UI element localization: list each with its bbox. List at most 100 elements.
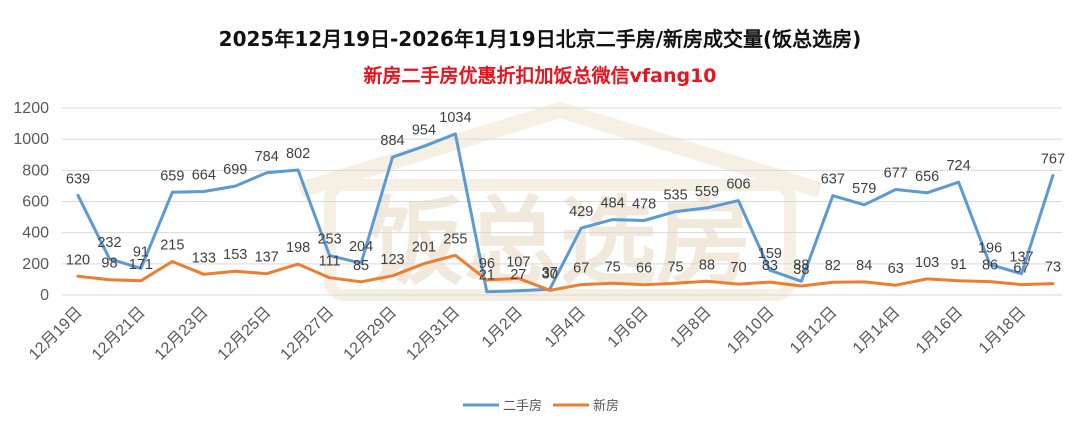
data-label: 255	[443, 231, 467, 247]
x-tick-label: 1月4日	[542, 304, 589, 351]
data-label: 198	[286, 240, 310, 256]
x-tick-label: 1月18日	[976, 304, 1030, 358]
data-label: 91	[133, 244, 149, 260]
watermark-text: 饭总选房	[368, 186, 752, 298]
data-label: 82	[825, 258, 841, 274]
y-tick-label: 0	[40, 287, 49, 304]
data-label: 70	[730, 260, 746, 276]
data-label: 253	[317, 232, 341, 248]
data-label: 656	[915, 169, 939, 185]
data-label: 67	[1013, 261, 1029, 277]
x-tick-label: 1月16日	[913, 304, 967, 358]
watermark-roof	[297, 101, 823, 198]
data-label: 63	[888, 261, 904, 277]
data-label: 96	[479, 256, 495, 272]
data-label: 91	[951, 257, 967, 273]
data-label: 699	[223, 162, 247, 178]
data-label: 107	[506, 254, 530, 270]
gridlines	[62, 107, 1062, 296]
data-label: 88	[793, 257, 809, 273]
data-label: 201	[412, 240, 436, 256]
x-tick-label: 12月31日	[403, 304, 463, 364]
data-label: 579	[852, 181, 876, 197]
x-tick-label: 1月2日	[479, 304, 526, 351]
x-tick-label: 12月25日	[215, 304, 275, 364]
x-tick-label: 1月8日	[668, 304, 715, 351]
series-lines	[76, 132, 1055, 294]
legend-label: 新房	[593, 398, 619, 414]
x-tick-label: 1月14日	[850, 304, 904, 358]
data-label: 484	[601, 196, 625, 212]
data-label: 954	[412, 122, 436, 138]
data-label: 38	[793, 262, 809, 278]
data-label: 659	[160, 168, 184, 184]
data-label: 559	[695, 184, 719, 200]
data-label: 637	[821, 172, 845, 188]
data-label: 639	[66, 171, 90, 187]
chart-subtitle: 新房二手房优惠折扣加饭总微信vfang10	[363, 64, 716, 87]
data-label: 677	[884, 166, 908, 182]
x-axis: 12月19日 12月21日 12月23日 12月25日 12月27日 12月29日 12月3…	[26, 304, 1029, 364]
data-label: 85	[353, 258, 369, 274]
data-label: 133	[192, 250, 216, 266]
x-tick-label: 12月27日	[278, 304, 338, 364]
data-label: 73	[1045, 260, 1061, 276]
data-label: 120	[66, 252, 90, 268]
x-tick-label: 1月6日	[605, 304, 652, 351]
data-label: 215	[160, 237, 184, 253]
data-label: 1034	[439, 110, 471, 126]
chart-title: 2025年12月19日-2026年1月19日北京二手房/新房成交量(饭总选房)	[219, 27, 862, 51]
y-tick-label: 200	[22, 256, 49, 273]
data-label: 88	[699, 257, 715, 273]
data-label: 21	[479, 268, 495, 284]
data-label: 75	[605, 259, 621, 275]
data-label: 66	[636, 261, 652, 277]
x-tick-label: 12月21日	[89, 304, 149, 364]
data-label: 159	[758, 246, 782, 262]
x-tick-label: 12月23日	[152, 304, 212, 364]
data-label: 767	[1041, 151, 1065, 167]
y-tick-label: 1200	[13, 100, 49, 117]
data-label: 67	[573, 261, 589, 277]
data-label: 196	[978, 240, 1002, 256]
data-label: 171	[129, 257, 153, 273]
data-label: 37	[542, 265, 558, 281]
series-line-resale	[76, 132, 1055, 294]
data-label: 27	[510, 267, 526, 283]
data-label: 111	[319, 254, 341, 270]
data-label: 232	[97, 235, 121, 251]
data-label: 724	[946, 158, 970, 174]
y-axis: 0 200 400 600 800 1000 1200	[13, 100, 49, 304]
data-label: 478	[632, 197, 656, 213]
x-tick-label: 1月10日	[724, 304, 778, 358]
data-label: 86	[982, 258, 998, 274]
data-label: 84	[856, 258, 872, 274]
data-label: 137	[1009, 250, 1033, 266]
data-label: 123	[380, 252, 404, 268]
data-label: 98	[101, 256, 117, 272]
x-tick-label: 12月19日	[26, 304, 86, 364]
series-line-new	[76, 253, 1055, 292]
data-label: 784	[255, 149, 279, 165]
y-tick-label: 600	[22, 194, 49, 211]
y-tick-label: 1000	[13, 131, 49, 148]
data-label: 83	[762, 258, 778, 274]
data-label: 535	[663, 188, 687, 204]
y-tick-label: 400	[22, 225, 49, 242]
x-tick-label: 12月29日	[341, 304, 401, 364]
data-label: 103	[915, 255, 939, 271]
data-label: 204	[349, 239, 373, 255]
data-label: 429	[569, 204, 593, 220]
legend: 二手房 新房	[463, 398, 619, 414]
x-tick-label: 1月12日	[787, 304, 841, 358]
data-label: 664	[192, 168, 216, 184]
data-label: 606	[726, 177, 750, 193]
data-label: 153	[223, 247, 247, 263]
data-label: 137	[255, 250, 279, 266]
y-tick-label: 800	[22, 162, 49, 179]
legend-label: 二手房	[503, 398, 542, 414]
data-label: 802	[286, 146, 310, 162]
data-label: 75	[667, 259, 683, 275]
